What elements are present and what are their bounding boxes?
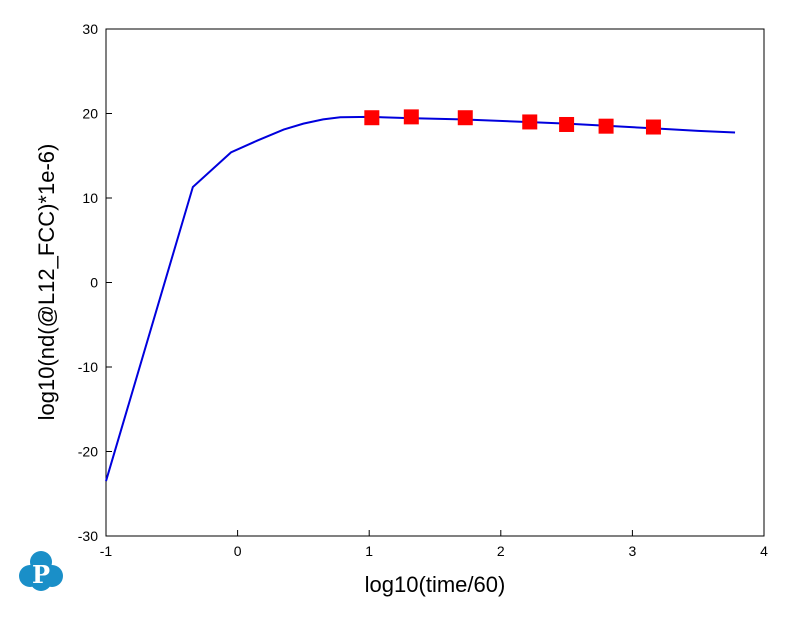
- data-point-marker: [522, 114, 538, 130]
- plot-frame: [105, 28, 765, 537]
- y-axis-title: log10(nd(@L12_FCC)*1e-6): [34, 144, 59, 421]
- logo-letter: P: [32, 560, 50, 589]
- y-tick-label: -10: [78, 359, 98, 375]
- x-tick-label: 4: [760, 543, 768, 559]
- y-tick-label: 10: [82, 190, 98, 206]
- y-tick-label: 20: [82, 106, 98, 122]
- data-point-marker: [645, 119, 661, 135]
- x-axis-title: log10(time/60): [365, 572, 506, 597]
- x-tick-label: 1: [365, 543, 373, 559]
- x-tick-label: 0: [234, 543, 242, 559]
- x-tick-label: 3: [629, 543, 637, 559]
- y-tick-label: 0: [90, 275, 98, 291]
- data-point-marker: [457, 110, 473, 126]
- y-tick-label: -30: [78, 528, 98, 544]
- series-line: [105, 115, 736, 482]
- x-tick-label: -1: [100, 543, 113, 559]
- y-tick-label: 30: [82, 21, 98, 37]
- data-point-marker: [559, 116, 575, 132]
- data-point-marker: [364, 110, 380, 126]
- scatter-markers: [364, 109, 661, 135]
- y-axis-ticks: -30 -20 -10 0 10 20 30: [78, 21, 112, 544]
- y-tick-label: -20: [78, 444, 98, 460]
- logo-cloud-icon: P: [19, 551, 63, 591]
- x-axis-ticks: -1 0 1 2 3 4: [100, 530, 768, 559]
- x-tick-label: 2: [497, 543, 505, 559]
- data-point-marker: [403, 109, 419, 125]
- data-point-marker: [598, 118, 614, 134]
